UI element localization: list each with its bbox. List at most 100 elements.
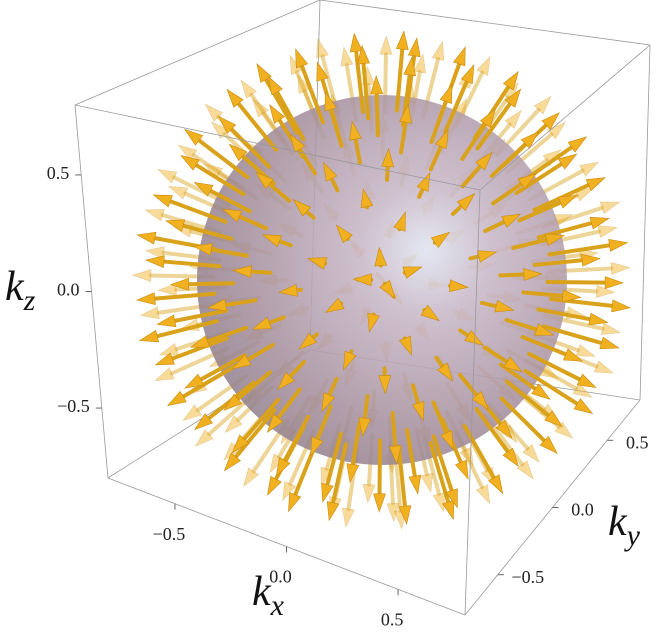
surface <box>197 95 567 465</box>
arrow-head <box>194 429 214 447</box>
arrow-head <box>567 136 588 153</box>
arrow-head <box>169 277 190 291</box>
arrow-head <box>432 492 446 513</box>
arrow-head <box>420 304 440 322</box>
arrow-head <box>267 475 282 496</box>
arrow-head <box>156 314 177 328</box>
arrow-shaft <box>499 396 547 443</box>
arrow-head <box>488 474 504 495</box>
arrow-head <box>346 463 360 484</box>
arrow-head <box>192 243 213 256</box>
arrow-shaft <box>399 120 408 155</box>
arrow-shaft <box>170 336 229 361</box>
arrow-head <box>441 499 455 521</box>
arrow-head <box>579 161 600 177</box>
x-label-base: k <box>252 569 272 615</box>
arrow-shaft <box>482 345 509 364</box>
arrow-shaft <box>417 187 425 199</box>
arrow-head <box>563 348 584 362</box>
arrow-head <box>340 46 354 67</box>
arrow-head <box>407 37 421 58</box>
arrow-shaft <box>197 138 250 180</box>
arrow-head <box>352 273 372 287</box>
arrow-head <box>158 343 179 356</box>
arrow-shaft <box>462 423 496 480</box>
arrow-head <box>398 335 412 356</box>
arrow-shaft <box>277 239 293 248</box>
arrow-shaft <box>545 279 608 285</box>
arrow-head <box>182 404 202 422</box>
arrow-shaft <box>161 259 222 269</box>
arrow-head <box>222 208 243 223</box>
arrow-head <box>321 392 336 413</box>
arrow-shaft <box>152 291 217 301</box>
arrow-head <box>604 276 625 290</box>
arrow-head <box>395 30 409 51</box>
arrow-head <box>224 415 243 434</box>
arrow-head <box>335 224 353 244</box>
arrow-shaft <box>429 99 448 144</box>
arrow-shaft <box>504 379 551 418</box>
arrow-shaft <box>267 315 286 325</box>
arrow-head <box>561 289 582 303</box>
arrow-head <box>343 350 357 371</box>
x-label-sub: x <box>270 589 285 622</box>
arrow-head <box>494 299 515 313</box>
arrow-shaft <box>205 325 249 344</box>
arrow-head <box>373 493 386 513</box>
arrow-head <box>138 329 160 343</box>
arrow-shaft <box>549 296 615 308</box>
arrow-head <box>256 63 272 83</box>
arrow-shaft <box>489 142 528 178</box>
arrow-head <box>402 266 423 279</box>
arrow-shaft <box>527 351 582 382</box>
arrow-shaft <box>236 101 279 152</box>
arrow-head <box>164 219 186 232</box>
arrow-head <box>440 430 454 451</box>
arrow-head <box>595 284 616 298</box>
arrow-shaft <box>267 181 292 203</box>
arrow-shaft <box>235 370 273 401</box>
arrow-head <box>349 120 362 141</box>
arrow-head <box>362 483 376 504</box>
arrow-shaft <box>198 353 247 382</box>
y-axis-label: ky <box>608 499 641 552</box>
arrow-head <box>189 335 211 348</box>
arrow-head <box>183 128 204 146</box>
x-tick-label: −0.5 <box>153 524 186 544</box>
arrow-shaft <box>329 176 340 193</box>
arrow-shaft <box>523 368 580 406</box>
arrow-head <box>413 53 427 74</box>
arrow-head <box>411 401 425 422</box>
z-label-base: k <box>5 264 25 310</box>
arrow-head <box>251 316 272 330</box>
arrow-shaft <box>223 298 258 308</box>
arrow-shaft <box>354 49 365 114</box>
arrow-head <box>589 216 610 230</box>
arrow-head <box>388 445 402 465</box>
arrow-shaft <box>532 258 585 267</box>
arrow-shaft <box>491 181 524 206</box>
arrow-head <box>252 98 269 118</box>
arrow-head <box>367 312 380 334</box>
arrows-front <box>135 30 632 525</box>
arrow-head <box>323 161 338 182</box>
arrow-head <box>193 181 214 197</box>
arrow-shaft <box>474 406 510 454</box>
arrow-head <box>223 393 243 411</box>
arrow-head <box>228 143 248 162</box>
arrow-head <box>439 83 453 104</box>
arrow-head <box>608 239 629 252</box>
arrow-head <box>210 121 230 140</box>
arrow-shaft <box>457 372 479 398</box>
arrow-head <box>495 419 513 439</box>
arrow-shaft <box>405 427 417 479</box>
arrow-head <box>588 312 609 326</box>
x-tick-label: 0.5 <box>381 609 404 629</box>
arrow-head <box>282 481 297 502</box>
arrow-shaft <box>374 91 380 138</box>
arrow-shaft <box>328 107 344 148</box>
arrow-head <box>154 352 175 366</box>
arrow-head <box>184 373 205 389</box>
arrow-head <box>135 292 156 306</box>
